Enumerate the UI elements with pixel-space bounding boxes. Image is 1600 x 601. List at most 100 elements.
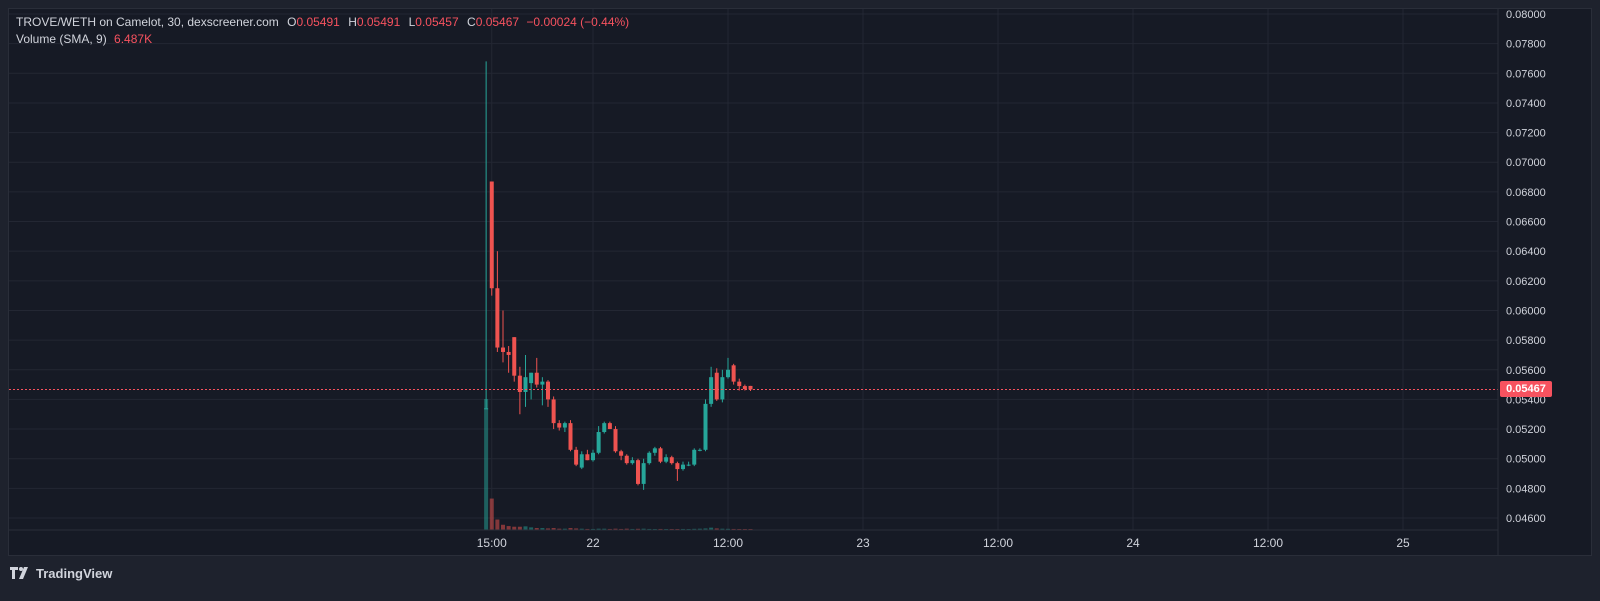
volume-bar — [630, 528, 635, 530]
volume-bar — [489, 498, 494, 530]
candle — [568, 420, 573, 452]
candle-body — [630, 460, 635, 464]
candle — [551, 396, 556, 430]
volume-bar — [681, 528, 685, 530]
candle-body — [624, 455, 629, 464]
high-value: 0.05491 — [356, 15, 401, 29]
volume-bar — [714, 528, 719, 530]
y-tick-label: 0.04600 — [1506, 513, 1546, 525]
volume-bar — [619, 528, 624, 530]
candle — [534, 357, 539, 388]
candle-body — [731, 365, 736, 382]
y-tick-label: 0.06800 — [1506, 187, 1546, 199]
candles — [484, 61, 753, 490]
candle — [529, 372, 534, 400]
candle-body — [748, 385, 753, 390]
candle — [607, 421, 612, 430]
volume-bars — [484, 399, 753, 530]
volume-bar — [495, 519, 500, 530]
y-tick-label: 0.04800 — [1506, 483, 1546, 495]
volume-bar — [529, 527, 534, 530]
candle — [602, 421, 607, 434]
candle-body — [506, 351, 511, 355]
candle-body — [484, 408, 489, 410]
volume-bar — [720, 528, 725, 530]
y-tick-label: 0.07600 — [1506, 68, 1546, 80]
candle-body — [562, 423, 567, 428]
candle — [641, 458, 646, 490]
last-price-badge: 0.05467 — [1500, 381, 1552, 397]
candle-body — [529, 372, 534, 384]
x-tick-label: 25 — [1396, 536, 1410, 550]
candle-body — [737, 381, 742, 387]
y-tick-label: 0.05000 — [1506, 454, 1546, 466]
x-tick-label: 12:00 — [713, 536, 743, 550]
candle — [484, 61, 489, 410]
volume-bar — [484, 399, 489, 530]
x-tick-label: 15:00 — [477, 536, 507, 550]
candle — [579, 451, 584, 470]
candle-body — [579, 454, 584, 468]
y-tick-label: 0.05800 — [1506, 335, 1546, 347]
volume-bar — [731, 528, 736, 530]
candle-body — [714, 372, 719, 400]
candle — [692, 448, 697, 467]
x-tick-label: 23 — [856, 536, 870, 550]
candle-body — [742, 386, 747, 390]
y-tick-label: 0.05600 — [1506, 365, 1546, 377]
volume-bar — [585, 528, 590, 530]
volume-bar — [607, 528, 612, 530]
candle — [714, 368, 719, 401]
candle — [737, 378, 742, 391]
candle-body — [647, 452, 652, 464]
grid-lines — [9, 9, 1498, 530]
candle-body — [540, 381, 545, 385]
symbol-title: TROVE/WETH on Camelot, 30, dexscreener.c… — [16, 15, 279, 29]
candle-body — [681, 464, 685, 470]
candle — [523, 354, 528, 407]
candle — [703, 399, 708, 452]
candle-body — [652, 448, 657, 453]
price-axis[interactable]: 0.04600 0.04800 0.05000 0.05200 0.05400 0.056… — [1497, 9, 1546, 555]
candle — [748, 385, 753, 391]
candle-body — [551, 399, 556, 424]
y-tick-label: 0.07000 — [1506, 157, 1546, 169]
volume-bar — [703, 528, 708, 530]
candle-body — [574, 449, 579, 465]
y-tick-label: 0.07200 — [1506, 128, 1546, 140]
chart-frame[interactable] — [8, 8, 1592, 556]
branding-text: TradingView — [36, 565, 113, 581]
y-tick-label: 0.06400 — [1506, 246, 1546, 258]
tradingview-branding[interactable]: TradingView — [10, 564, 112, 582]
candle-body — [664, 457, 669, 462]
candle — [647, 451, 652, 465]
price-change: −0.00024 (−0.44%) — [526, 15, 630, 29]
time-axis[interactable]: 15:00 22 12:00 23 12:00 24 12:00 25 — [9, 529, 1498, 550]
candle-body — [669, 457, 674, 464]
legend-volume: Volume (SMA, 9) 6.487K — [16, 31, 152, 47]
volume-bar — [546, 528, 550, 530]
candle — [501, 310, 505, 363]
candle — [630, 457, 635, 465]
volume-bar — [658, 528, 663, 530]
candle-body — [641, 463, 646, 484]
candle-body — [709, 377, 714, 404]
close-label: C — [467, 15, 476, 29]
candle — [636, 458, 640, 486]
volume-label: Volume (SMA, 9) — [16, 32, 107, 46]
candle — [681, 461, 685, 471]
y-tick-label: 0.06000 — [1506, 305, 1546, 317]
candle-body — [686, 464, 691, 466]
candle-body — [495, 288, 500, 348]
open-label: O — [287, 15, 297, 29]
volume-bar — [602, 528, 607, 530]
candle — [731, 363, 736, 385]
candle-body — [697, 449, 702, 451]
candle-body — [585, 454, 590, 461]
volume-bar — [636, 528, 640, 530]
x-tick-label: 12:00 — [1253, 536, 1283, 550]
candle — [540, 377, 545, 406]
candle-body — [613, 429, 618, 452]
volume-bar — [501, 524, 505, 530]
